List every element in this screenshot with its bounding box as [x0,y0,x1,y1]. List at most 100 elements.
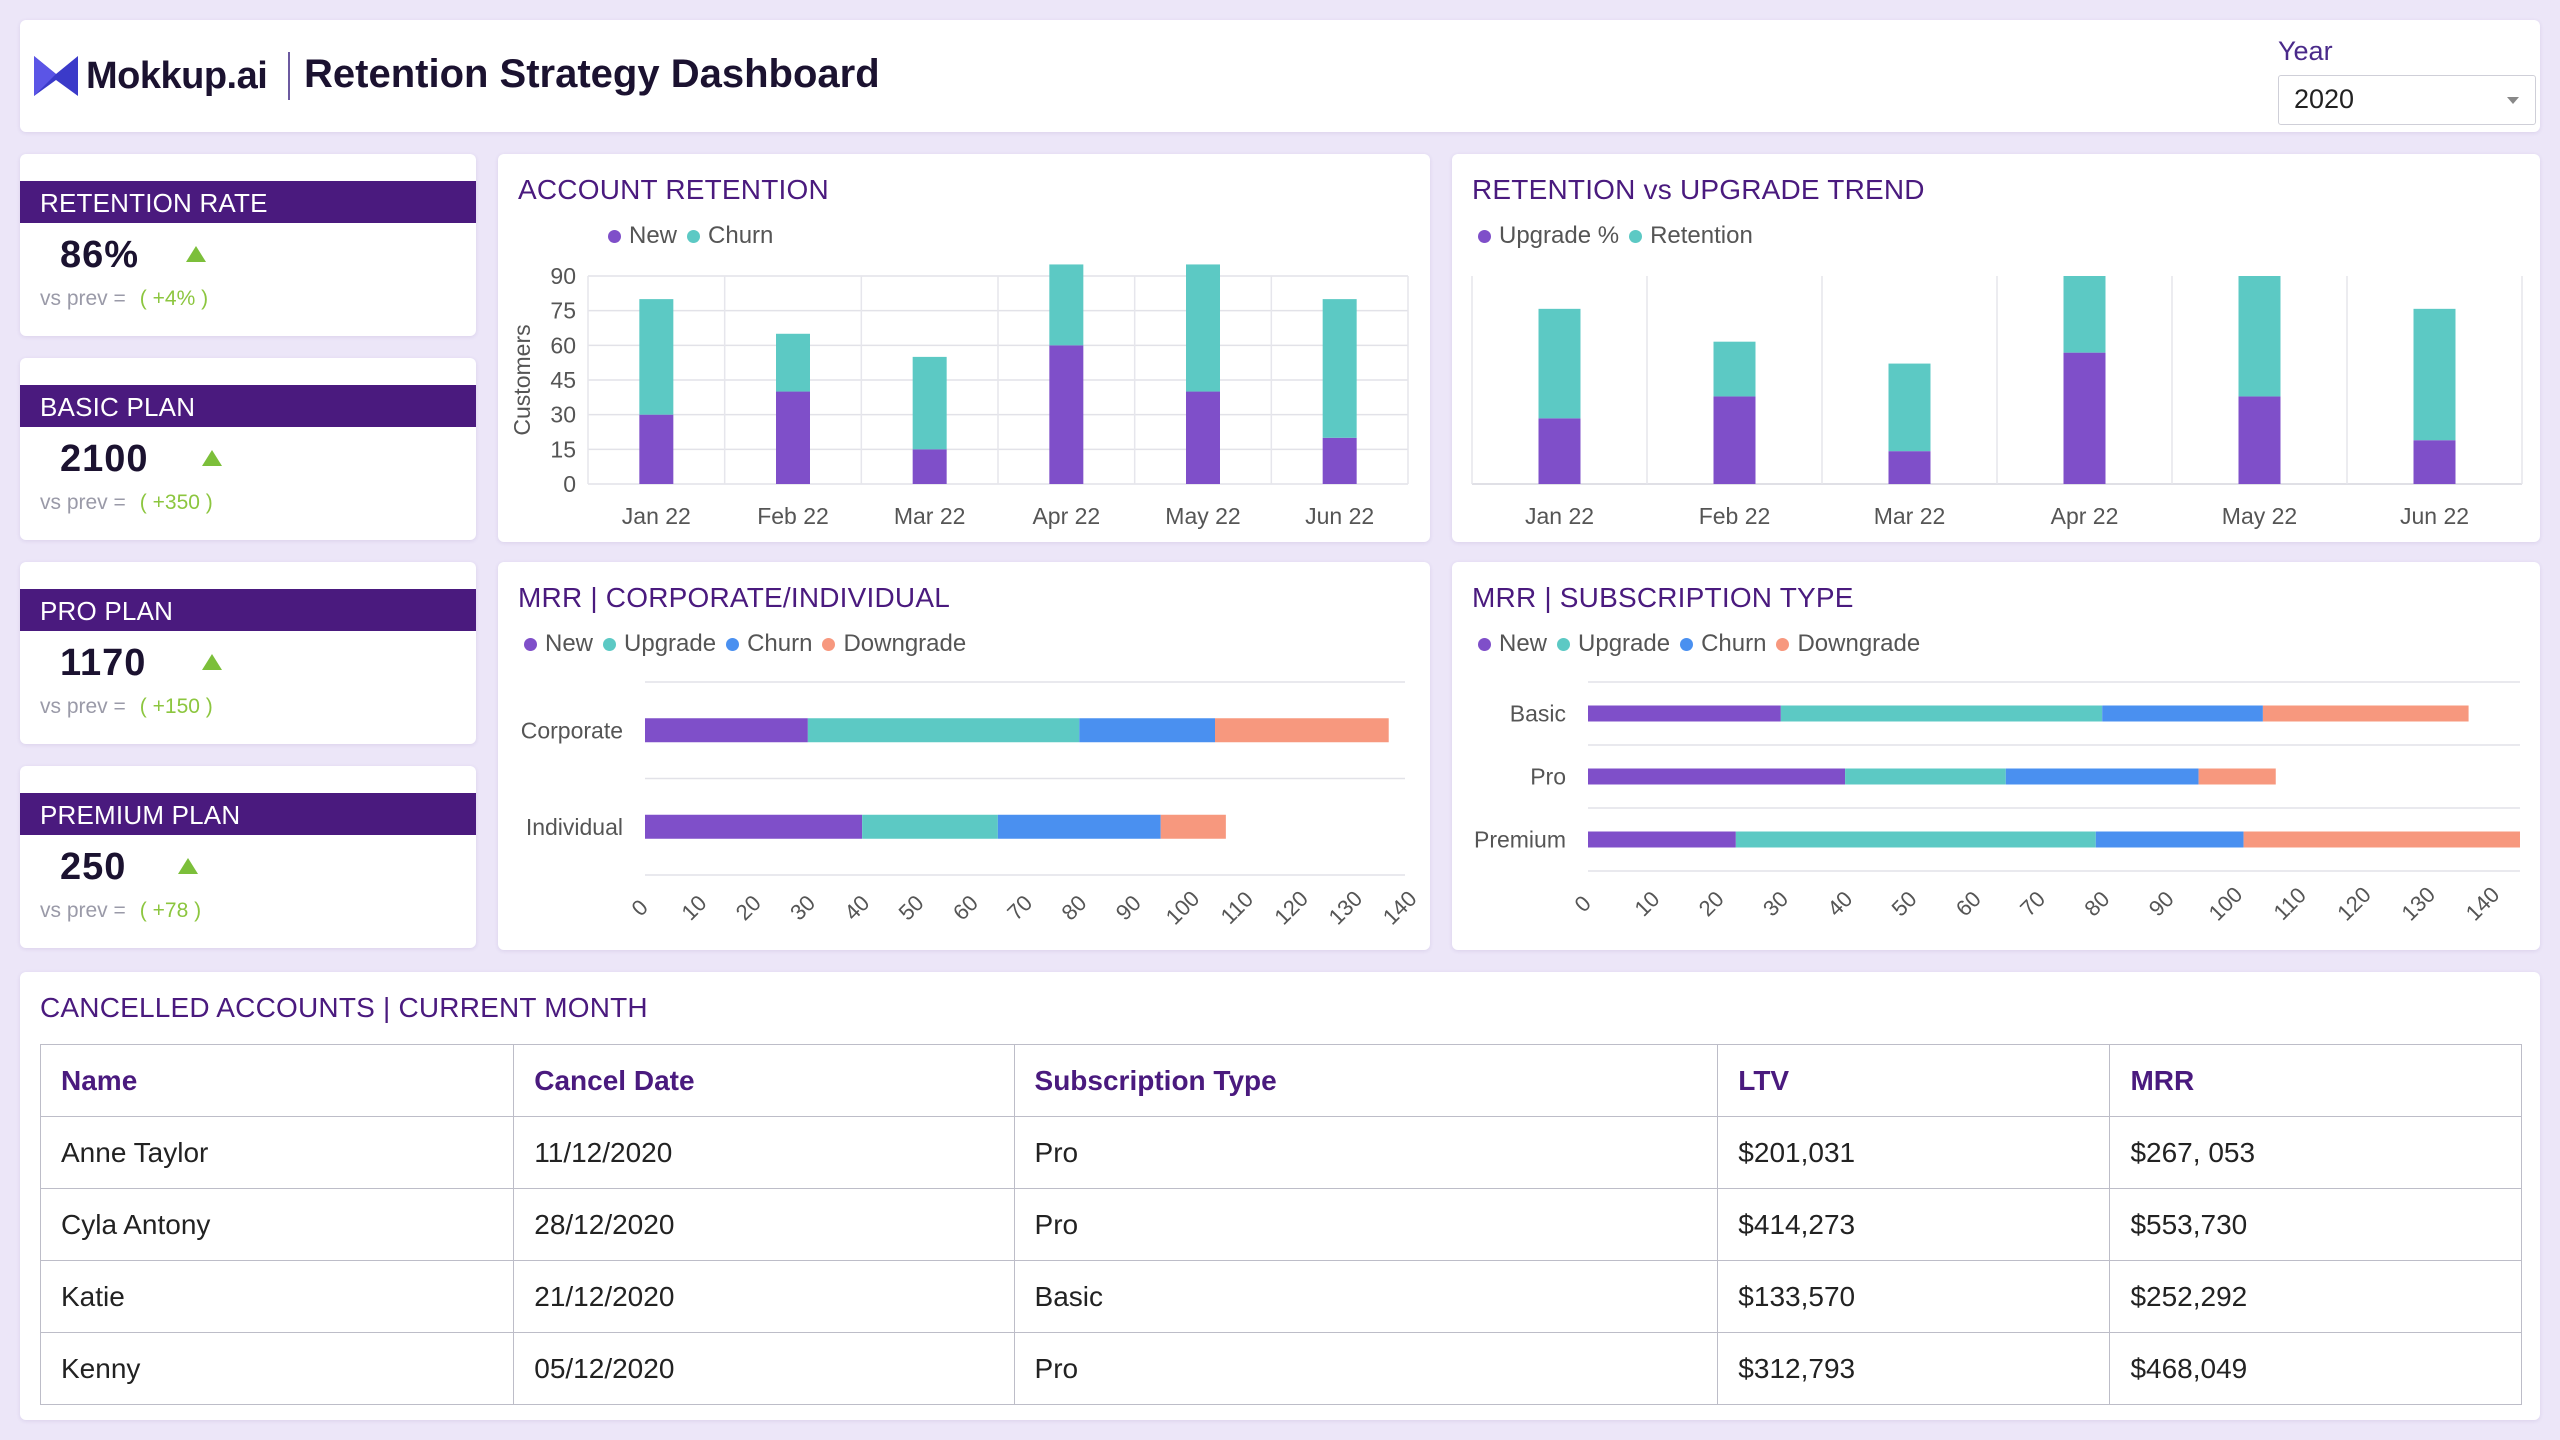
column-header-cancel-date[interactable]: Cancel Date [513,1044,1015,1117]
cell-cancel-date: 28/12/2020 [513,1188,1015,1261]
legend-item-retention[interactable]: Retention [1629,222,1753,250]
header-divider [288,52,290,100]
kpi-title: PREMIUM PLAN [20,793,476,835]
table-header-row: Name Cancel Date Subscription Type LTV M… [39,1044,2522,1117]
x-tick-label: 0 [1570,891,1596,917]
y-category-label: Pro [1530,764,1566,790]
x-tick-label: 60 [948,890,983,925]
legend-item-upgrade[interactable]: Upgrade % [1478,222,1619,250]
legend-item-upgrade[interactable]: Upgrade [603,630,716,658]
kpi-card-retention-rate: RETENTION RATE 86% vs prev = ( +4% ) [20,154,476,336]
cell-ltv: $133,570 [1717,1260,2111,1333]
y-tick-label: 60 [550,332,576,358]
bar-churn-individual [997,814,1161,839]
x-tick-label: 40 [839,890,874,925]
trend-up-icon [178,858,198,874]
table-row[interactable]: Kenny 05/12/2020 Pro $312,793 $468,049 [39,1332,2522,1405]
year-select[interactable]: 2020 [2278,75,2536,125]
bar-churn-feb-22 [776,333,810,392]
retention-upgrade-panel: RETENTION vs UPGRADE TREND Upgrade % Ret… [1452,154,2540,542]
column-header-ltv[interactable]: LTV [1717,1044,2111,1117]
bar-new-jan-22 [639,414,674,484]
legend-item-churn[interactable]: Churn [1680,630,1766,658]
x-tick-label: Jun 22 [2400,503,2469,529]
x-tick-label: Feb 22 [1699,503,1771,529]
bar-upgrade--jan-22 [1538,418,1581,484]
column-header-subscription-type[interactable]: Subscription Type [1013,1044,1719,1117]
bar-downgrade-pro [2198,768,2276,785]
bar-churn-pro [2005,768,2199,785]
kpi-vs-label: vs prev = [40,491,126,514]
bar-new-premium [1588,831,1736,848]
legend-item-upgrade[interactable]: Upgrade [1557,630,1670,658]
bar-upgrade-pro [1845,768,2006,785]
kpi-comparison: vs prev = ( +4% ) [40,287,208,311]
bar-new-may-22 [1186,391,1220,484]
legend-item-new[interactable]: New [524,630,593,658]
legend-item-downgrade[interactable]: Downgrade [1776,630,1920,658]
x-tick-label: Jan 22 [1525,503,1594,529]
x-tick-label: 50 [1887,886,1922,921]
bar-retention-jun-22 [2413,308,2456,441]
brand-logo[interactable]: Mokkup.ai [32,54,268,98]
bar-upgrade--feb-22 [1713,396,1756,484]
x-tick-label: 100 [1161,886,1205,930]
bar-new-mar-22 [912,449,947,484]
bar-new-corporate [645,718,808,743]
column-header-mrr[interactable]: MRR [2109,1044,2522,1117]
legend-item-downgrade[interactable]: Downgrade [822,630,966,658]
kpi-vs-label: vs prev = [40,695,126,718]
bar-new-basic [1588,705,1781,722]
cell-name: Cyla Antony [39,1188,515,1261]
bar-churn-jun-22 [1322,299,1357,438]
chart-legend: New Churn [608,222,783,250]
bar-downgrade-basic [2262,705,2469,722]
x-tick-label: Jun 22 [1305,503,1374,529]
column-header-name[interactable]: Name [39,1044,515,1117]
legend-item-new[interactable]: New [608,222,677,250]
x-tick-label: 10 [676,890,711,925]
x-tick-label: 120 [2332,882,2376,926]
kpi-title: PRO PLAN [20,589,476,631]
bar-churn-corporate [1079,718,1215,743]
legend-dot [1776,637,1790,651]
cell-mrr: $553,730 [2109,1188,2522,1261]
x-tick-label: May 22 [1165,503,1240,529]
legend-dot [1629,229,1643,243]
bar-new-apr-22 [1049,345,1084,484]
y-axis-label: Customers [509,324,535,435]
retention-upgrade-chart: Jan 22 Feb 22 Mar 22 Apr 22 May 22 Jun 22 [1471,276,2523,529]
dashboard-header: Mokkup.ai Retention Strategy Dashboard Y… [20,20,2540,132]
legend-label: New [1499,630,1548,657]
bar-upgrade--mar-22 [1888,451,1931,484]
x-tick-label: 10 [1629,886,1664,921]
cell-mrr: $252,292 [2109,1260,2522,1333]
legend-item-churn[interactable]: Churn [726,630,812,658]
legend-dot [603,637,617,651]
cancelled-accounts-panel: CANCELLED ACCOUNTS | CURRENT MONTH Name … [20,972,2540,1420]
cell-mrr: $267, 053 [2109,1116,2522,1189]
legend-item-new[interactable]: New [1478,630,1547,658]
x-tick-label: 0 [627,895,653,921]
panel-title: CANCELLED ACCOUNTS | CURRENT MONTH [40,992,648,1023]
bar-upgrade--may-22 [2238,396,2281,484]
cell-mrr: $468,049 [2109,1332,2522,1405]
panel-title: RETENTION vs UPGRADE TREND [1472,174,1925,205]
cell-subscription-type: Pro [1013,1116,1719,1189]
legend-label: Churn [1701,630,1767,657]
legend-item-churn[interactable]: Churn [687,222,773,250]
table-row[interactable]: Katie 21/12/2020 Basic $133,570 $252,292 [39,1260,2522,1333]
table-row[interactable]: Anne Taylor 11/12/2020 Pro $201,031 $267… [39,1116,2522,1189]
x-tick-label: 130 [1324,886,1368,930]
x-tick-label: 20 [1694,886,1729,921]
x-tick-label: Mar 22 [894,503,966,529]
bar-churn-may-22 [1186,264,1220,392]
bar-retention-feb-22 [1713,341,1756,397]
cell-cancel-date: 21/12/2020 [513,1260,1015,1333]
kpi-title: RETENTION RATE [20,181,476,223]
legend-label: Downgrade [843,630,967,657]
cell-ltv: $414,273 [1717,1188,2111,1261]
table-row[interactable]: Cyla Antony 28/12/2020 Pro $414,273 $553… [39,1188,2522,1261]
legend-label: New [629,222,678,249]
legend-label: Upgrade % [1499,222,1620,249]
